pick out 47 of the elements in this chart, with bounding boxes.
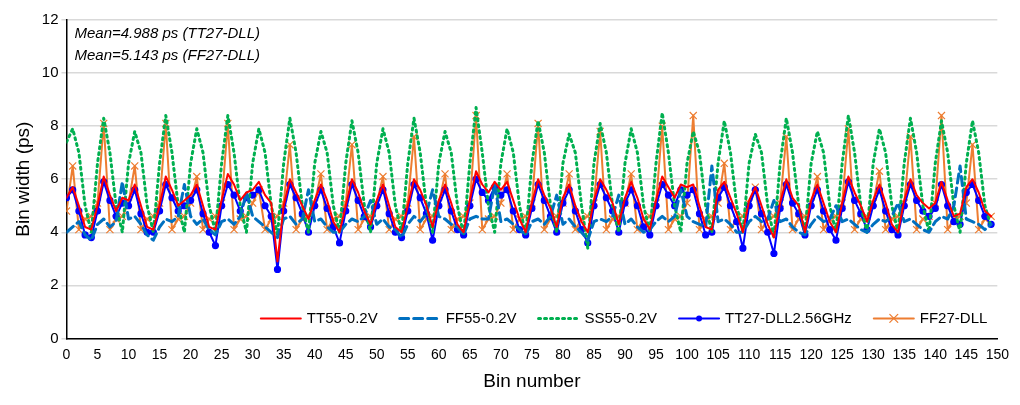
y-tick-label: 10	[41, 63, 59, 81]
x-tick-label: 140	[923, 345, 948, 362]
x-tick-label: 50	[368, 345, 385, 362]
y-tick-label: 2	[50, 275, 59, 293]
x-tick-label: 0	[62, 345, 71, 362]
x-axis-title: Bin number	[483, 369, 582, 391]
annotation: Mean=4.988 ps (TT27-DLL)	[74, 23, 260, 41]
legend-label: FF55-0.2V	[445, 308, 517, 326]
annotation: Mean=5.143 ps (FF27-DLL)	[74, 45, 260, 63]
x-tick-label: 25	[213, 345, 230, 362]
x-tick-label: 10	[120, 345, 137, 362]
legend-label: SS55-0.2V	[584, 308, 658, 326]
x-tick-label: 80	[555, 345, 571, 362]
x-tick-label: 5	[93, 345, 102, 362]
x-tick-label: 35	[275, 345, 292, 362]
x-tick-label: 30	[244, 345, 261, 362]
x-tick-label: 120	[799, 345, 824, 362]
x-tick-label: 110	[737, 345, 761, 362]
x-tick-label: 40	[306, 345, 323, 362]
x-tick-label: 85	[586, 345, 602, 362]
y-axis-title: Bin width (ps)	[11, 121, 33, 237]
x-tick-label: 150	[985, 345, 1010, 362]
x-tick-label: 100	[675, 345, 699, 362]
y-tick-label: 0	[50, 328, 59, 346]
x-tick-label: 45	[337, 345, 354, 362]
x-tick-label: 60	[431, 345, 447, 362]
x-tick-label: 75	[524, 345, 540, 362]
x-tick-label: 20	[182, 345, 199, 362]
y-tick-label: 12	[41, 10, 59, 28]
legend-label: TT27-DLL2.56GHz	[725, 308, 852, 326]
x-tick-label: 15	[151, 345, 168, 362]
x-tick-label: 130	[861, 345, 886, 362]
y-tick-label: 8	[50, 116, 59, 134]
legend-label: TT55-0.2V	[306, 308, 378, 326]
x-tick-label: 55	[400, 345, 416, 362]
x-tick-label: 70	[493, 345, 509, 362]
x-tick-label: 115	[768, 345, 792, 362]
legend-label: FF27-DLL	[919, 308, 988, 326]
y-tick-label: 4	[50, 222, 59, 240]
x-tick-label: 105	[706, 345, 730, 362]
x-tick-label: 95	[648, 345, 665, 362]
x-tick-label: 135	[892, 345, 917, 362]
x-tick-label: 125	[830, 345, 855, 362]
y-tick-label: 6	[50, 169, 59, 187]
x-tick-label: 90	[617, 345, 633, 362]
x-tick-label: 145	[954, 345, 979, 362]
x-tick-label: 65	[462, 345, 478, 362]
